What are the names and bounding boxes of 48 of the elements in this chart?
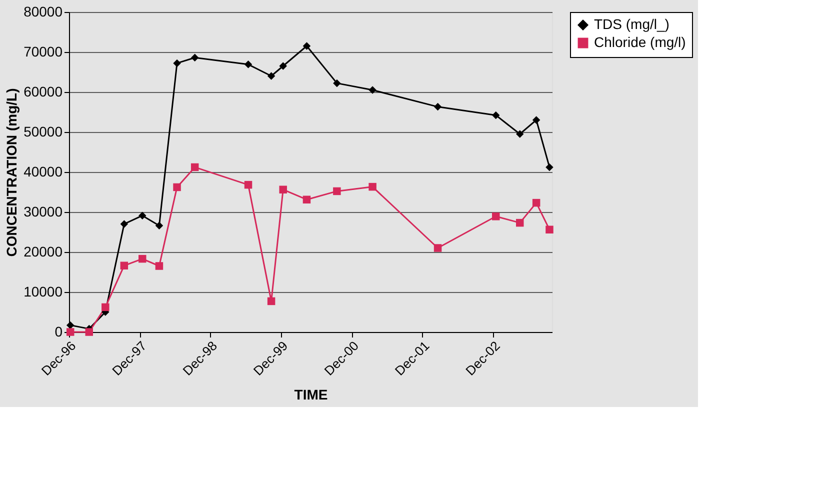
y-axis-title: CONCENTRATION (mg/L) bbox=[4, 88, 20, 257]
point bbox=[190, 54, 199, 62]
point bbox=[516, 130, 524, 138]
point bbox=[492, 212, 500, 220]
point bbox=[85, 328, 94, 336]
y-tick-label: 50000 bbox=[24, 124, 63, 140]
y-tick-label: 20000 bbox=[24, 244, 63, 260]
point bbox=[138, 212, 146, 220]
y-tick-label: 0 bbox=[54, 324, 63, 340]
point bbox=[532, 198, 540, 207]
y-tick-label: 40000 bbox=[24, 164, 63, 180]
y-tick-label: 30000 bbox=[24, 204, 63, 220]
point bbox=[244, 180, 252, 189]
point bbox=[244, 60, 252, 68]
x-axis-title: TIME bbox=[294, 386, 328, 402]
point bbox=[368, 86, 376, 94]
point bbox=[66, 321, 74, 330]
point bbox=[532, 116, 540, 124]
point bbox=[173, 183, 181, 192]
y-tick-label: 60000 bbox=[24, 84, 63, 100]
point bbox=[173, 59, 181, 68]
point bbox=[333, 79, 341, 88]
point bbox=[120, 220, 128, 228]
point bbox=[155, 222, 164, 230]
point bbox=[516, 218, 524, 227]
point bbox=[546, 226, 554, 234]
y-tick-label: 80000 bbox=[24, 4, 63, 20]
point bbox=[267, 72, 276, 80]
point bbox=[434, 244, 442, 252]
point bbox=[492, 111, 500, 120]
point bbox=[368, 182, 376, 191]
y-tick-label: 70000 bbox=[24, 44, 63, 60]
y-tick-label: 10000 bbox=[24, 284, 63, 300]
point bbox=[155, 262, 164, 270]
point bbox=[333, 187, 341, 196]
point bbox=[102, 303, 110, 312]
point bbox=[302, 42, 311, 50]
point bbox=[279, 62, 287, 70]
legend-label: TDS (mg/l_) bbox=[594, 16, 670, 32]
point bbox=[279, 186, 287, 194]
point bbox=[546, 163, 554, 172]
point bbox=[120, 262, 128, 270]
point bbox=[190, 163, 199, 172]
legend-label: Chloride (mg/l) bbox=[594, 34, 686, 50]
point bbox=[267, 297, 276, 306]
point bbox=[302, 196, 311, 204]
point bbox=[138, 254, 146, 263]
point bbox=[434, 102, 442, 111]
